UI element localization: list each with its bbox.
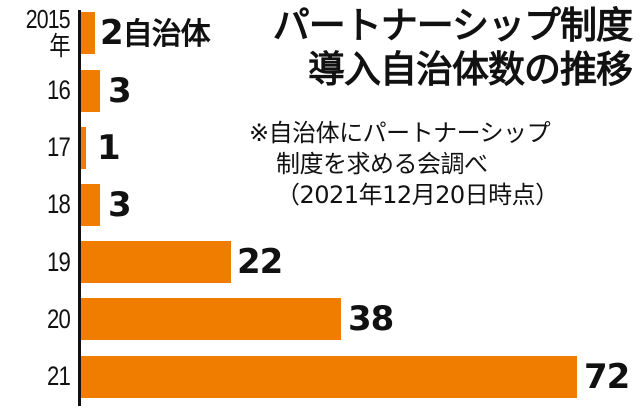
value-label-2015: 2自治体: [100, 12, 211, 56]
bar-2019: [81, 241, 231, 283]
value-2015: 2: [100, 13, 124, 53]
value-label-2016: 3: [108, 71, 132, 111]
unit-label: 自治体: [122, 17, 211, 52]
y-label-2019: 19: [47, 247, 71, 277]
y-label-2015-year: 2015: [25, 4, 71, 34]
y-label-2016: 16: [47, 75, 71, 105]
value-label-2018: 3: [108, 185, 132, 225]
source-note: ※自治体にパートナーシップ 制度を求める会調べ （2021年12月20日時点）: [249, 118, 559, 211]
y-label-2015-suffix: 年: [49, 31, 70, 61]
chart-title: パートナーシップ制度 導入自治体数の推移: [272, 4, 633, 92]
source-note-line2: 制度を求める会調べ: [276, 150, 488, 178]
source-note-line3: （2021年12月20日時点）: [276, 181, 559, 209]
bar-2018: [81, 184, 100, 226]
bar-2021: [81, 356, 577, 398]
bar-2015: [81, 12, 95, 54]
source-note-line1: ※自治体にパートナーシップ: [249, 119, 551, 147]
bar-2016: [81, 70, 100, 112]
y-label-2015: 2015 年: [25, 4, 71, 61]
y-label-2021: 21: [47, 361, 71, 391]
value-label-2017: 1: [97, 128, 121, 168]
bar-2020: [81, 298, 341, 340]
bar-2017: [81, 127, 86, 169]
y-label-2018: 18: [47, 189, 71, 219]
value-label-2021: 72: [584, 357, 630, 397]
y-axis-line: [78, 10, 81, 406]
chart-title-line2: 導入自治体数の推移: [308, 48, 633, 91]
value-label-2020: 38: [348, 299, 394, 339]
chart-title-line1: パートナーシップ制度: [272, 4, 633, 47]
y-label-2020: 20: [47, 304, 71, 334]
y-label-2017: 17: [47, 132, 71, 162]
value-label-2019: 22: [237, 242, 283, 282]
